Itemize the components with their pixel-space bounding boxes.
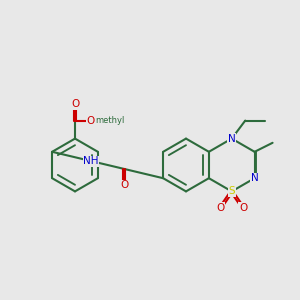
Text: S: S <box>228 186 235 197</box>
Text: O: O <box>71 99 79 109</box>
Text: O: O <box>86 116 95 126</box>
Text: N: N <box>228 134 236 144</box>
Text: O: O <box>120 181 128 190</box>
Text: O: O <box>239 203 247 213</box>
Text: N: N <box>251 173 259 183</box>
Text: methyl: methyl <box>95 116 125 125</box>
Text: O: O <box>216 203 224 213</box>
Text: NH: NH <box>83 156 99 166</box>
